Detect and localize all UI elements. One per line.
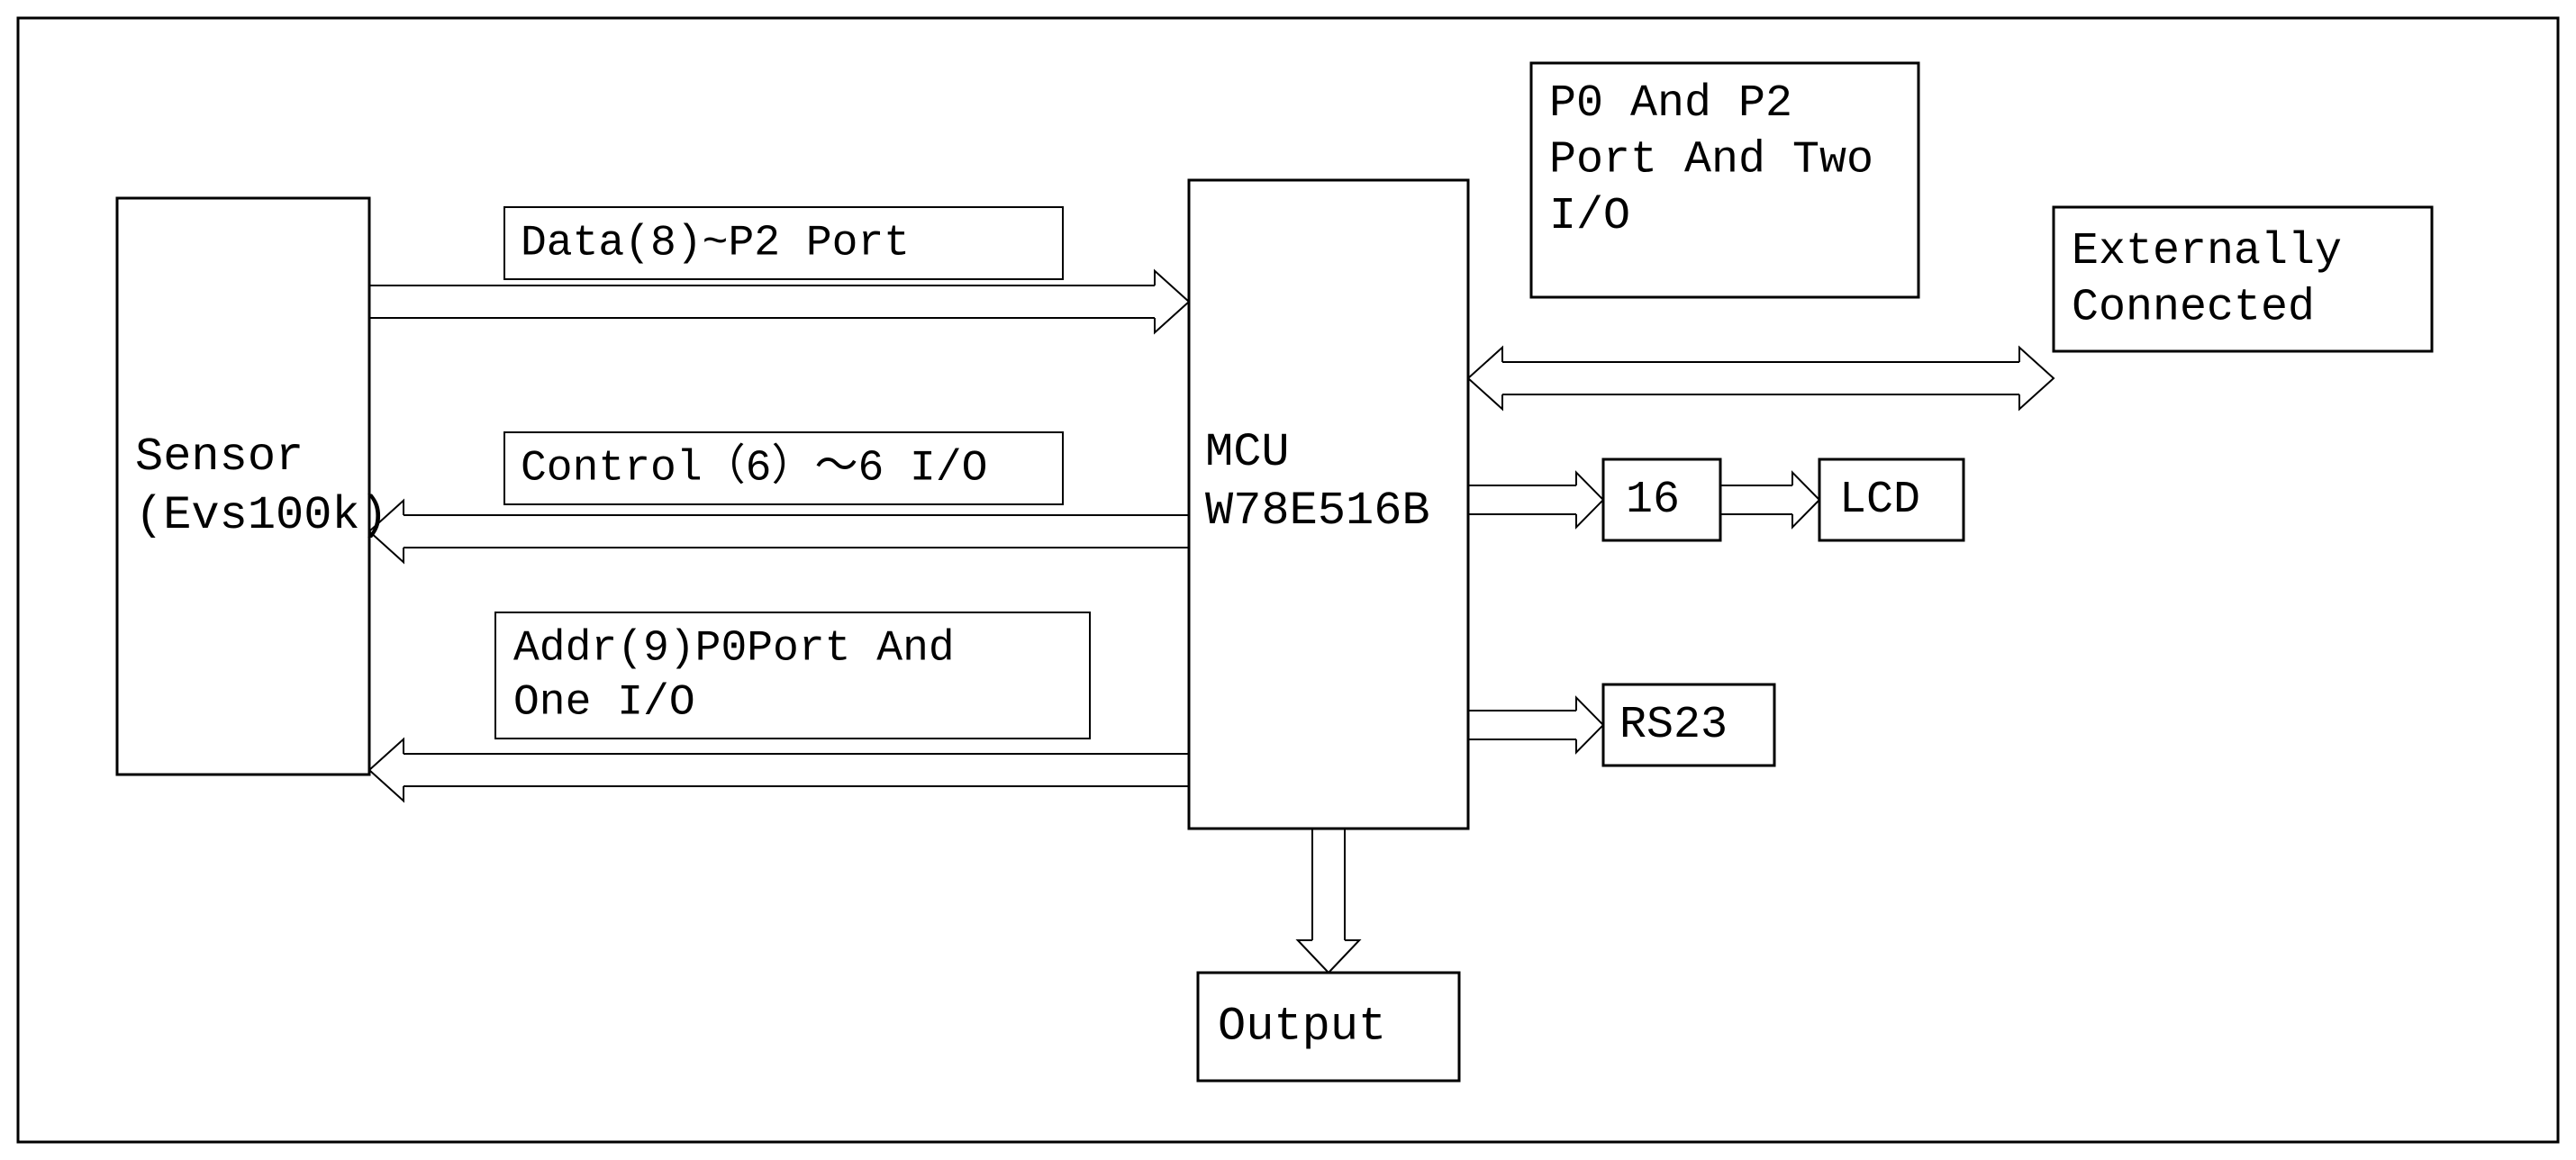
p0p2-label-line-1: Port And Two	[1549, 135, 1873, 186]
lcd-label: LCD	[1839, 475, 1920, 526]
sixteen-arrow-head-r	[1576, 473, 1603, 528]
output-arrow-head-d	[1298, 940, 1359, 973]
addr-arrow-head-l	[369, 739, 404, 801]
mcu-label-0: MCU	[1205, 426, 1290, 479]
sensor-box	[117, 198, 369, 775]
sixteen-label: 16	[1626, 475, 1680, 526]
rs23-label: RS23	[1619, 700, 1728, 751]
output-label: Output	[1218, 1001, 1386, 1054]
ext-arrow-head-r	[2019, 348, 2054, 409]
external-label-line-1: Connected	[2072, 282, 2315, 333]
control-bus-label: Control（6）～6 I/O	[521, 443, 987, 494]
rs23-arrow-head-r	[1576, 698, 1603, 753]
sensor-label-line-0: Sensor	[135, 430, 304, 484]
mcu-label-1: W78E516B	[1205, 485, 1430, 538]
diagram-canvas: Sensor(Evs100k) MCU W78E516B Data(8)~P2 Por…	[0, 0, 2576, 1160]
p0p2-label-line-2: I/O	[1549, 191, 1630, 242]
external-label-line-0: Externally	[2072, 226, 2342, 277]
data-bus-label: Data(8)~P2 Port	[521, 220, 910, 268]
lcd-arrow-head-r	[1792, 473, 1819, 528]
data-arrow-head-r	[1155, 271, 1189, 332]
ext-arrow-head-l	[1468, 348, 1502, 409]
p0p2-label-line-0: P0 And P2	[1549, 78, 1792, 130]
addr-bus-label-line-0: Addr(9)P0Port And	[513, 625, 955, 674]
addr-bus-label-line-1: One I/O	[513, 679, 695, 728]
sensor-label-line-1: (Evs100k)	[135, 489, 388, 542]
